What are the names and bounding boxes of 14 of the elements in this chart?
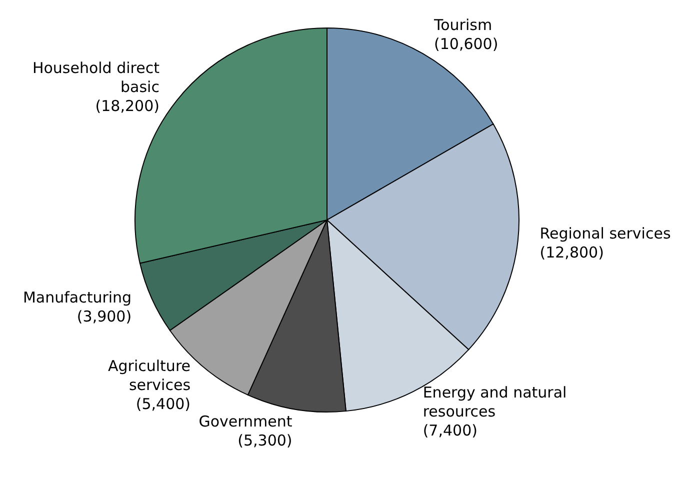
slice-label: Agriculture services — [108, 356, 191, 394]
data-label: (5,300) — [238, 432, 292, 450]
data-label: (18,200) — [95, 96, 160, 115]
slice-label: Energy and natural resources — [422, 383, 567, 420]
slice-label: Household direct basic — [32, 58, 160, 96]
data-label: (5,400) — [136, 394, 191, 413]
data-label: (3,900) — [76, 308, 132, 326]
slice-label: Government — [198, 412, 292, 431]
slice-label: Manufacturing — [22, 288, 132, 307]
slice-label: Regional services — [540, 224, 671, 243]
data-label: (12,800) — [540, 244, 604, 262]
slice-label: Tourism — [433, 16, 492, 34]
data-label: (7,400) — [422, 421, 478, 440]
data-label: (10,600) — [434, 35, 498, 54]
